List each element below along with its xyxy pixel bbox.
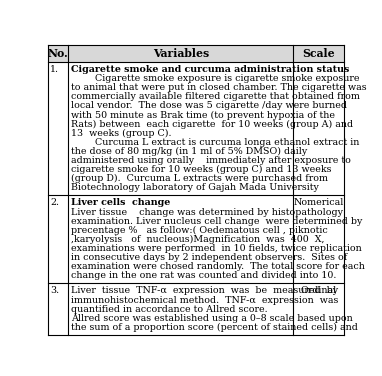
Text: ,karyolysis   of  nucleous)Magnification  was  400  X,: ,karyolysis of nucleous)Magnification wa… — [71, 235, 324, 244]
Text: cigarette smoke for 10 weeks (group C) and 13 weeks: cigarette smoke for 10 weeks (group C) a… — [71, 165, 331, 174]
Text: administered using orally    immediately after exposure to: administered using orally immediately af… — [71, 156, 351, 165]
Text: Ordinal: Ordinal — [301, 287, 337, 296]
Bar — [48, 45, 344, 62]
Text: immunohistochemical method.  TNF-α  expression  was: immunohistochemical method. TNF-α expres… — [71, 296, 338, 305]
Text: with 50 minute as Brak time (to prevent hypoxia of the: with 50 minute as Brak time (to prevent … — [71, 111, 335, 120]
Text: Allred score was established using a 0–8 scale based upon: Allred score was established using a 0–8… — [71, 314, 353, 323]
Text: the dose of 80 mg/kg (in 1 ml of 5% DMSO) daily: the dose of 80 mg/kg (in 1 ml of 5% DMSO… — [71, 147, 307, 156]
Text: precentage %   as follow:( Oedematous cell , piknotic: precentage % as follow:( Oedematous cell… — [71, 226, 328, 235]
Text: commercially available filtered cigarette that obtained from: commercially available filtered cigarett… — [71, 92, 360, 102]
Text: Liver cells  change: Liver cells change — [71, 199, 170, 208]
Text: Cigarette smoke and curcuma administration status: Cigarette smoke and curcuma administrati… — [71, 65, 349, 74]
Text: examination. Liver nucleus cell change  were determined by: examination. Liver nucleus cell change w… — [71, 217, 362, 226]
Text: Nomerical: Nomerical — [293, 199, 344, 208]
Text: Liver  tissue  TNF-α  expression  was  be  measured  by: Liver tissue TNF-α expression was be mea… — [71, 287, 338, 296]
Text: Liver tissue    change was determined by histopathology: Liver tissue change was determined by hi… — [71, 208, 343, 217]
Text: 3.: 3. — [50, 287, 59, 296]
Text: to animal that were put in closed chamber. The cigarette was: to animal that were put in closed chambe… — [71, 83, 366, 92]
Text: quantified in accordance to Allred score.: quantified in accordance to Allred score… — [71, 305, 267, 314]
Text: examination were chosed randomly.  The total score for each: examination were chosed randomly. The to… — [71, 262, 365, 271]
Text: Variables: Variables — [153, 48, 209, 59]
Text: Scale: Scale — [302, 48, 335, 59]
Text: 1.: 1. — [50, 65, 59, 74]
Text: in consecutive days by 2 independent observers.  Sites of: in consecutive days by 2 independent obs… — [71, 253, 347, 262]
Text: examinations were performed  in 10 fields, twice replication: examinations were performed in 10 fields… — [71, 244, 362, 253]
Text: 2.: 2. — [50, 199, 59, 208]
Text: 13  weeks (group C).: 13 weeks (group C). — [71, 129, 172, 138]
Text: local vendor.  The dose was 5 cigarette /day were burned: local vendor. The dose was 5 cigarette /… — [71, 102, 347, 111]
Text: (group D).  Curcuma L extracts were purchased from: (group D). Curcuma L extracts were purch… — [71, 174, 328, 183]
Text: No.: No. — [48, 48, 68, 59]
Text: Rats) between  each cigarette  for 10 weeks (group A) and: Rats) between each cigarette for 10 week… — [71, 120, 353, 129]
Text: Cigarette smoke exposure is cigarette smoke exposure: Cigarette smoke exposure is cigarette sm… — [71, 74, 359, 83]
Text: the sum of a proportion score (percent of stained cells) and: the sum of a proportion score (percent o… — [71, 323, 358, 332]
Text: change in the one rat was counted and divided into 10.: change in the one rat was counted and di… — [71, 271, 336, 280]
Text: Curcuma L extract is curcuma longa ethanol extract in: Curcuma L extract is curcuma longa ethan… — [71, 138, 359, 147]
Text: Biotechnology laboratory of Gajah Mada University: Biotechnology laboratory of Gajah Mada U… — [71, 183, 319, 192]
